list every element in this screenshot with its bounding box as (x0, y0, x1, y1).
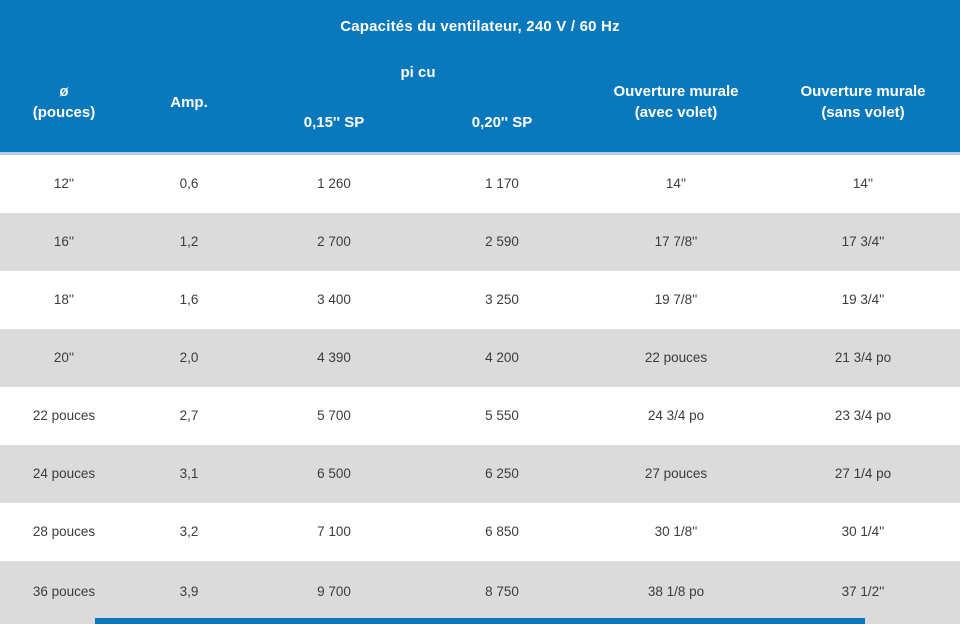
table-cell: 19 7/8'' (654, 291, 698, 307)
table-cell: 16'' (53, 233, 75, 249)
table-cell: 2 590 (485, 233, 519, 249)
column-header-sp015: 0,15'' SP (303, 113, 365, 131)
table-row: 24 pouces 3,1 6 500 6 250 27 pouces 27 1/4 po (0, 445, 960, 503)
table-cell: 24 pouces (32, 465, 96, 481)
table-cell: 7 100 (317, 523, 351, 539)
table-title: Capacités du ventilateur, 240 V / 60 Hz (340, 17, 620, 35)
table-cell: 37 1/2'' (841, 584, 885, 599)
table-cell: 2,0 (179, 349, 199, 365)
table-cell: 21 3/4 po (834, 349, 892, 365)
table-cell: 5 700 (317, 407, 351, 423)
table-cell: 20'' (53, 349, 75, 365)
table-cell: 36 pouces (32, 584, 96, 599)
table-cell: 3,2 (179, 523, 199, 539)
table-cell: 3 400 (317, 291, 351, 307)
column-header-wall-without-shutter: Ouverture murale (sans volet) (800, 83, 926, 121)
table-cell: 19 3/4'' (841, 291, 885, 307)
table-row: 16'' 1,2 2 700 2 590 17 7/8'' 17 3/4'' (0, 213, 960, 271)
column-header-amp: Amp. (170, 93, 208, 111)
table-cell: 18'' (53, 291, 75, 307)
table-cell: 14'' (852, 175, 874, 191)
table-row: 18'' 1,6 3 400 3 250 19 7/8'' 19 3/4'' (0, 271, 960, 329)
table-cell: 27 pouces (644, 465, 708, 481)
table-cell: 28 pouces (32, 523, 96, 539)
table-cell: 23 3/4 po (834, 407, 892, 423)
table-cell: 1 170 (485, 175, 519, 191)
table-cell: 22 pouces (644, 349, 708, 365)
table-cell: 1 260 (317, 175, 351, 191)
table-cell: 22 pouces (32, 407, 96, 423)
table-row: 22 pouces 2,7 5 700 5 550 24 3/4 po 23 3/4 po (0, 387, 960, 445)
table-row: 28 pouces 3,2 7 100 6 850 30 1/8'' 30 1/4'' (0, 503, 960, 561)
table-cell: 6 850 (485, 523, 519, 539)
table-cell: 14'' (665, 175, 687, 191)
table-cell: 0,6 (179, 175, 199, 191)
table-cell: 17 3/4'' (841, 233, 885, 249)
table-cell: 8 750 (485, 584, 519, 599)
table-cell: 2,7 (179, 407, 199, 423)
table-cell: 24 3/4 po (647, 407, 705, 423)
horizontal-scrollbar[interactable] (95, 618, 865, 624)
table-cell: 3,1 (179, 465, 199, 481)
table-cell: 1,6 (179, 291, 199, 307)
diameter-symbol: ø (59, 83, 69, 100)
table-cell: 27 1/4 po (834, 465, 892, 481)
table-cell: 38 1/8 po (647, 584, 705, 599)
table-cell: 12'' (53, 175, 75, 191)
diameter-unit: (pouces) (32, 104, 96, 121)
column-group-header-picu: pi cu (400, 63, 436, 81)
table-cell: 30 1/4'' (841, 523, 885, 539)
table-cell: 1,2 (179, 233, 199, 249)
table-row: 36 pouces 3,9 9 700 8 750 38 1/8 po 37 1/2'' (0, 561, 960, 624)
table-cell: 3,9 (179, 584, 199, 599)
column-header-wall-with-shutter: Ouverture murale (avec volet) (613, 83, 739, 121)
table-cell: 9 700 (317, 584, 351, 599)
table-cell: 5 550 (485, 407, 519, 423)
table-cell: 6 500 (317, 465, 351, 481)
table-cell: 17 7/8'' (654, 233, 698, 249)
table-cell: 3 250 (485, 291, 519, 307)
table-body: 12'' 0,6 1 260 1 170 14'' 14'' 16'' 1,2 2 700 2 5… (0, 155, 960, 624)
column-header-diameter: ø (pouces) (0, 52, 128, 152)
table-row: 20'' 2,0 4 390 4 200 22 pouces 21 3/4 po (0, 329, 960, 387)
column-headers: ø (pouces) Amp. pi cu 0,15'' SP 0,20'' S… (0, 52, 960, 152)
table-cell: 6 250 (485, 465, 519, 481)
table-cell: 4 390 (317, 349, 351, 365)
table-title-bar: Capacités du ventilateur, 240 V / 60 Hz (0, 0, 960, 52)
table-cell: 4 200 (485, 349, 519, 365)
table-cell: 30 1/8'' (654, 523, 698, 539)
table-header: Capacités du ventilateur, 240 V / 60 Hz … (0, 0, 960, 155)
column-header-sp020: 0,20'' SP (471, 113, 533, 131)
table-row: 12'' 0,6 1 260 1 170 14'' 14'' (0, 155, 960, 213)
table-cell: 2 700 (317, 233, 351, 249)
